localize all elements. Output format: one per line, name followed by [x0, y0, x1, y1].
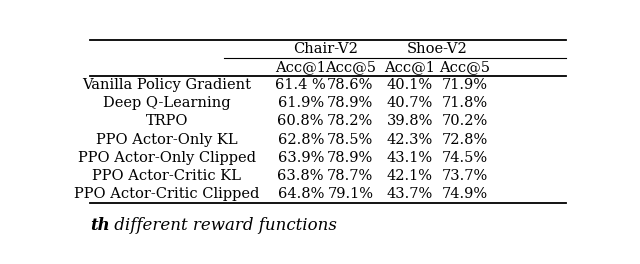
Text: 40.7%: 40.7% — [387, 96, 433, 110]
Text: Acc@1: Acc@1 — [385, 60, 435, 74]
Text: Acc@5: Acc@5 — [439, 60, 490, 74]
Text: Vanilla Policy Gradient: Vanilla Policy Gradient — [83, 78, 252, 92]
Text: 72.8%: 72.8% — [441, 133, 488, 147]
Text: 78.5%: 78.5% — [327, 133, 374, 147]
Text: 43.7%: 43.7% — [387, 187, 433, 201]
Text: Chair-V2: Chair-V2 — [293, 42, 358, 56]
Text: 64.8%: 64.8% — [278, 187, 324, 201]
Text: 73.7%: 73.7% — [441, 169, 488, 183]
Text: 74.5%: 74.5% — [442, 151, 488, 165]
Text: 60.8%: 60.8% — [278, 115, 324, 129]
Text: Acc@5: Acc@5 — [325, 60, 376, 74]
Text: th: th — [90, 217, 109, 234]
Text: 70.2%: 70.2% — [441, 115, 488, 129]
Text: Acc@1: Acc@1 — [275, 60, 326, 74]
Text: 78.9%: 78.9% — [327, 151, 374, 165]
Text: 74.9%: 74.9% — [442, 187, 488, 201]
Text: 62.8%: 62.8% — [278, 133, 324, 147]
Text: 78.7%: 78.7% — [327, 169, 374, 183]
Text: 71.8%: 71.8% — [442, 96, 488, 110]
Text: 78.2%: 78.2% — [327, 115, 374, 129]
Text: different reward functions: different reward functions — [109, 217, 337, 234]
Text: TRPO: TRPO — [145, 115, 188, 129]
Text: PPO Actor-Only KL: PPO Actor-Only KL — [96, 133, 237, 147]
Text: 61.4 %: 61.4 % — [275, 78, 326, 92]
Text: Shoe-V2: Shoe-V2 — [407, 42, 467, 56]
Text: Deep Q-Learning: Deep Q-Learning — [103, 96, 230, 110]
Text: 61.9%: 61.9% — [278, 96, 324, 110]
Text: 42.1%: 42.1% — [387, 169, 433, 183]
Text: 39.8%: 39.8% — [387, 115, 433, 129]
Text: 79.1%: 79.1% — [327, 187, 373, 201]
Text: PPO Actor-Only Clipped: PPO Actor-Only Clipped — [78, 151, 256, 165]
Text: 43.1%: 43.1% — [387, 151, 433, 165]
Text: 42.3%: 42.3% — [387, 133, 433, 147]
Text: 78.6%: 78.6% — [327, 78, 374, 92]
Text: 63.9%: 63.9% — [278, 151, 324, 165]
Text: PPO Actor-Critic Clipped: PPO Actor-Critic Clipped — [74, 187, 259, 201]
Text: 40.1%: 40.1% — [387, 78, 433, 92]
Text: 71.9%: 71.9% — [442, 78, 488, 92]
Text: 63.8%: 63.8% — [278, 169, 324, 183]
Text: 78.9%: 78.9% — [327, 96, 374, 110]
Text: PPO Actor-Critic KL: PPO Actor-Critic KL — [92, 169, 241, 183]
